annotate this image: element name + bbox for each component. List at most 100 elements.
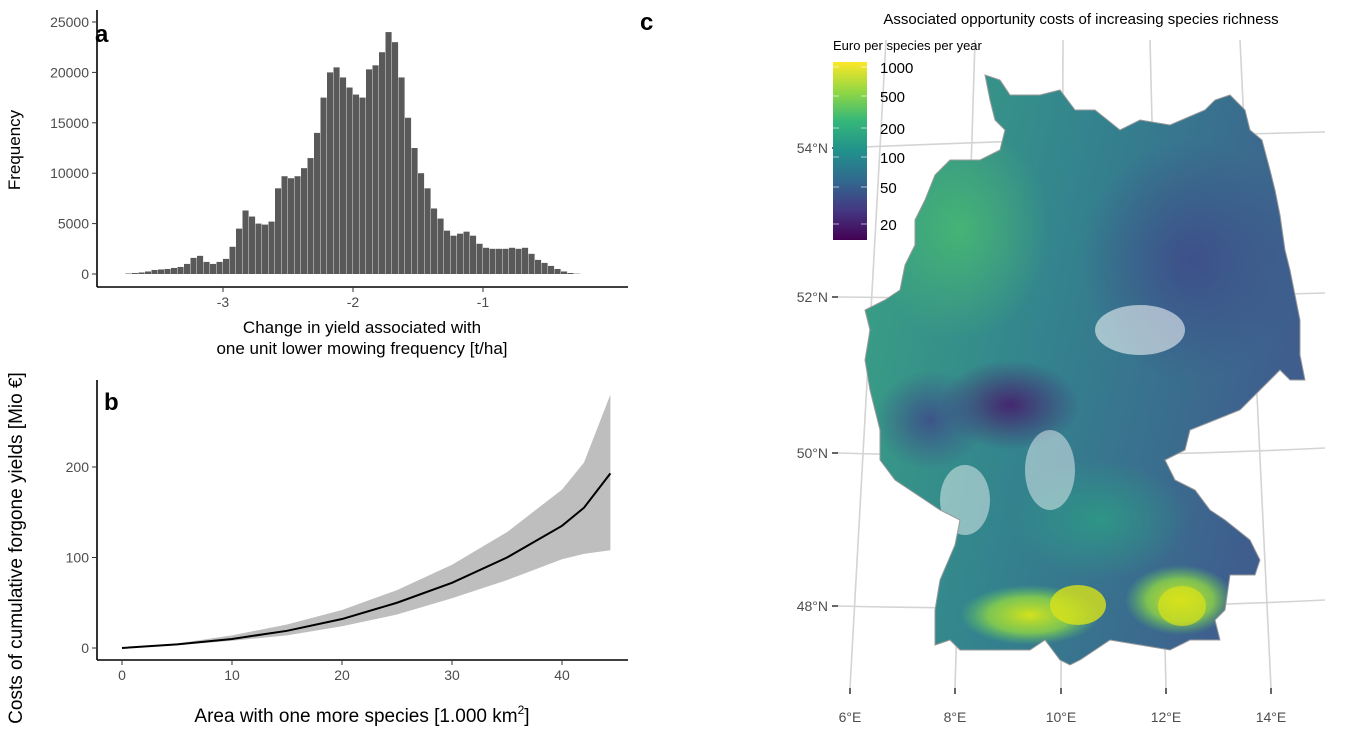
histogram-bar bbox=[542, 263, 548, 274]
histogram-bar bbox=[295, 176, 301, 274]
y-tick-label: 20000 bbox=[50, 64, 89, 80]
histogram-bar bbox=[165, 269, 171, 274]
lon-label: 14°E bbox=[1256, 709, 1287, 725]
legend-title: Euro per species per year bbox=[833, 38, 983, 53]
confidence-ribbon bbox=[122, 395, 610, 648]
x-axis-title-main: Area with one more species [1.000 km bbox=[194, 706, 517, 727]
histogram-bar bbox=[496, 249, 502, 274]
y-tick-label: 10000 bbox=[50, 165, 89, 181]
legend-tick-label: 100 bbox=[880, 150, 905, 167]
histogram-bar bbox=[132, 273, 138, 274]
histogram-bar bbox=[509, 248, 515, 274]
lon-label: 8°E bbox=[944, 709, 967, 725]
y-tick-label: 0 bbox=[81, 640, 89, 656]
lat-label: 48°N bbox=[797, 598, 828, 614]
histogram-bar bbox=[327, 72, 333, 274]
histogram-bar bbox=[412, 148, 418, 274]
legend-tick-label: 1000 bbox=[880, 60, 913, 77]
histogram-bar bbox=[483, 248, 489, 274]
y-tick-label: 0 bbox=[81, 266, 89, 282]
y-tick-label: 15000 bbox=[50, 115, 89, 131]
histogram-bar bbox=[197, 256, 203, 274]
y-ticks: 0 100 200 bbox=[66, 459, 97, 656]
histogram-bar bbox=[301, 168, 307, 274]
histogram-bars bbox=[126, 32, 581, 274]
x-axis-title-line1: Change in yield associated with bbox=[243, 318, 481, 337]
lat-label: 50°N bbox=[797, 445, 828, 461]
lon-label: 6°E bbox=[839, 709, 862, 725]
histogram-bar bbox=[158, 269, 164, 274]
histogram-bar bbox=[340, 77, 346, 274]
histogram-bar bbox=[204, 262, 210, 274]
x-tick-label: 20 bbox=[334, 667, 350, 683]
x-tick-label: 40 bbox=[554, 667, 570, 683]
y-axis-title: Costs of cumulative forgone yields [Mio … bbox=[6, 372, 27, 724]
histogram-bar bbox=[256, 224, 262, 274]
y-tick-label: 25000 bbox=[50, 14, 89, 30]
histogram-bar bbox=[230, 247, 236, 274]
histogram-bar bbox=[288, 178, 294, 274]
legend-tick-label: 50 bbox=[880, 180, 897, 197]
y-tick-label: 5000 bbox=[58, 216, 89, 232]
histogram-bar bbox=[353, 95, 359, 274]
lat-label: 52°N bbox=[797, 289, 828, 305]
x-ticks: -3-2-1 bbox=[217, 287, 490, 310]
colorbar bbox=[833, 62, 867, 240]
histogram-bar bbox=[555, 269, 561, 274]
legend-tick-label: 200 bbox=[880, 121, 905, 138]
histogram-bar bbox=[178, 267, 184, 274]
histogram-bar bbox=[171, 268, 177, 274]
x-tick-label: -1 bbox=[477, 294, 490, 310]
histogram-bar bbox=[529, 254, 535, 274]
legend-tick-label: 20 bbox=[880, 217, 897, 234]
histogram-bar bbox=[522, 248, 528, 274]
histogram-bar bbox=[314, 133, 320, 274]
histogram-bar bbox=[347, 88, 353, 274]
histogram-bar bbox=[145, 271, 151, 274]
histogram-bar bbox=[308, 158, 314, 274]
histogram-bar bbox=[431, 208, 437, 274]
histogram-bar bbox=[191, 258, 197, 274]
histogram-bar bbox=[366, 69, 372, 274]
histogram-bar bbox=[490, 249, 496, 274]
latitude-labels: 54°N 52°N 50°N 48°N bbox=[797, 140, 838, 614]
histogram-bar bbox=[334, 67, 340, 274]
histogram-bar bbox=[535, 260, 541, 274]
panel-label-b: b bbox=[104, 389, 119, 416]
histogram-bar bbox=[418, 173, 424, 274]
histogram-bar bbox=[470, 236, 476, 274]
histogram-bar bbox=[269, 222, 275, 274]
y-tick-label: 100 bbox=[66, 550, 90, 566]
histogram-bar bbox=[184, 264, 190, 274]
histogram-bar bbox=[477, 244, 483, 274]
histogram-bar bbox=[243, 210, 249, 274]
histogram-bar bbox=[217, 262, 223, 274]
histogram-bar bbox=[516, 249, 522, 274]
x-tick-label: -2 bbox=[347, 294, 360, 310]
histogram-bar bbox=[451, 236, 457, 274]
lon-label: 10°E bbox=[1046, 709, 1077, 725]
histogram-bar bbox=[457, 234, 463, 274]
y-axis-title: Frequency bbox=[5, 109, 24, 190]
y-tick-label: 200 bbox=[66, 459, 90, 475]
histogram-bar bbox=[275, 188, 281, 274]
map-title: Associated opportunity costs of increasi… bbox=[883, 11, 1278, 28]
y-ticks: 0 5000 10000 15000 20000 25000 bbox=[50, 14, 97, 282]
legend-tick-label: 500 bbox=[880, 89, 905, 106]
lat-label: 54°N bbox=[797, 140, 828, 156]
histogram-bar bbox=[321, 98, 327, 274]
histogram-bar bbox=[503, 249, 509, 274]
histogram-bar bbox=[568, 273, 574, 274]
histogram-bar bbox=[379, 52, 385, 274]
x-tick-label: 0 bbox=[118, 667, 126, 683]
histogram-bar bbox=[360, 98, 366, 274]
x-tick-label: 10 bbox=[224, 667, 240, 683]
histogram-bar bbox=[236, 229, 242, 274]
histogram-bar bbox=[152, 270, 158, 274]
histogram-bar bbox=[444, 231, 450, 274]
histogram-bar bbox=[548, 266, 554, 274]
